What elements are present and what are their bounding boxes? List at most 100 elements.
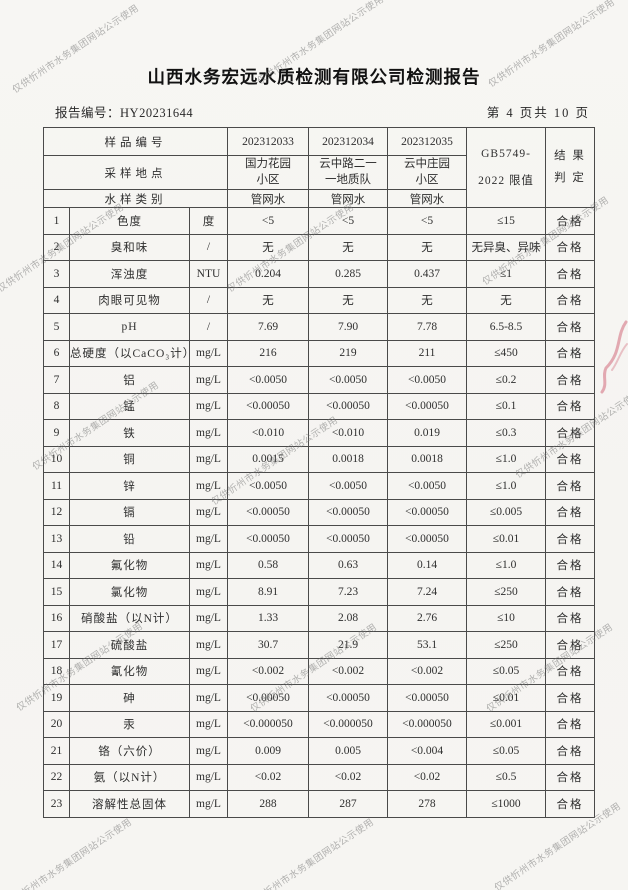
unit-cell: mg/L xyxy=(189,419,228,447)
table-row: 15 氯化物 mg/L 8.91 7.23 7.24 ≤250 合格 xyxy=(43,578,595,606)
value-cell: 30.7 xyxy=(227,631,309,659)
param-name-cell: 氨（以N计） xyxy=(69,763,190,791)
verdict-cell: 合格 xyxy=(545,260,595,288)
table-row: 19 砷 mg/L <0.00050 <0.00050 <0.00050 ≤0.… xyxy=(43,684,595,712)
value-cell: <0.000050 xyxy=(308,710,388,738)
value-cell: <0.0050 xyxy=(308,366,388,394)
table-row: 7 铝 mg/L <0.0050 <0.0050 <0.0050 ≤0.2 合格 xyxy=(43,366,595,394)
value-cell: <0.00050 xyxy=(227,392,309,420)
unit-cell: mg/L xyxy=(189,684,228,712)
value-cell: 0.63 xyxy=(308,551,388,579)
unit-cell: mg/L xyxy=(189,763,228,791)
limit-cell: ≤0.001 xyxy=(466,710,546,738)
limit-cell: ≤0.05 xyxy=(466,657,546,685)
value-cell: <0.00050 xyxy=(387,684,467,712)
limit-cell: ≤450 xyxy=(466,339,546,367)
param-name-cell: pH xyxy=(69,313,190,341)
param-name-cell: 砷 xyxy=(69,684,190,712)
report-number-value: HY20231644 xyxy=(120,106,194,120)
param-name-cell: 色度 xyxy=(69,207,190,235)
table-row: 3 浑浊度 NTU 0.204 0.285 0.437 ≤1 合格 xyxy=(43,260,595,288)
row-no-cell: 9 xyxy=(43,419,70,447)
value-cell: <0.000050 xyxy=(387,710,467,738)
unit-cell: mg/L xyxy=(189,366,228,394)
table-row: 11 锌 mg/L <0.0050 <0.0050 <0.0050 ≤1.0 合… xyxy=(43,472,595,500)
value-cell: 0.0018 xyxy=(308,445,388,473)
red-stamp-edge xyxy=(600,320,628,394)
value-cell: <5 xyxy=(308,207,388,235)
location-cell: 国力花园 小区 xyxy=(227,155,309,190)
value-cell: 0.285 xyxy=(308,260,388,288)
value-cell: <0.00050 xyxy=(387,392,467,420)
limit-cell: 6.5-8.5 xyxy=(466,313,546,341)
limit-cell: ≤1.0 xyxy=(466,472,546,500)
value-cell: 216 xyxy=(227,339,309,367)
value-cell: <0.00050 xyxy=(308,498,388,526)
value-cell: <0.00050 xyxy=(308,684,388,712)
table-row: 22 氨（以N计） mg/L <0.02 <0.02 <0.02 ≤0.5 合格 xyxy=(43,763,595,791)
value-cell: 无 xyxy=(387,233,467,261)
param-name-cell: 浑浊度 xyxy=(69,260,190,288)
row-no-cell: 11 xyxy=(43,472,70,500)
row-no-cell: 12 xyxy=(43,498,70,526)
limit-cell: ≤0.1 xyxy=(466,392,546,420)
table-row: 16 硝酸盐（以N计） mg/L 1.33 2.08 2.76 ≤10 合格 xyxy=(43,604,595,632)
param-name-cell: 硫酸盐 xyxy=(69,631,190,659)
verdict-cell: 合格 xyxy=(545,233,595,261)
unit-cell: mg/L xyxy=(189,392,228,420)
standard-limit-header-cell: GB5749- 2022 限值 xyxy=(466,127,546,208)
unit-cell: mg/L xyxy=(189,790,228,818)
limit-cell: ≤1.0 xyxy=(466,445,546,473)
value-cell: 211 xyxy=(387,339,467,367)
value-cell: 278 xyxy=(387,790,467,818)
value-cell: <0.004 xyxy=(387,737,467,765)
verdict-cell: 合格 xyxy=(545,657,595,685)
param-name-cell: 总硬度（以CaCO₃计） xyxy=(69,339,190,367)
limit-cell: ≤0.01 xyxy=(466,525,546,553)
row-no-cell: 14 xyxy=(43,551,70,579)
row-no-cell: 20 xyxy=(43,710,70,738)
verdict-cell: 合格 xyxy=(545,392,595,420)
verdict-cell: 合格 xyxy=(545,737,595,765)
unit-cell: mg/L xyxy=(189,339,228,367)
value-cell: 7.78 xyxy=(387,313,467,341)
verdict-cell: 合格 xyxy=(545,445,595,473)
watermark-text: 仅供忻州市水务集团网站公示使用 xyxy=(3,816,135,890)
unit-cell: 度 xyxy=(189,207,228,235)
row-no-cell: 23 xyxy=(43,790,70,818)
report-meta: 报告编号：HY20231644 第 4 页共 10 页 xyxy=(55,102,590,121)
verdict-cell: 合格 xyxy=(545,604,595,632)
row-no-cell: 6 xyxy=(43,339,70,367)
row-no-cell: 2 xyxy=(43,233,70,261)
value-cell: 53.1 xyxy=(387,631,467,659)
results-body: 1 色度 度 <5 <5 <5 ≤15 合格 2 臭和味 / 无 无 无 无异臭… xyxy=(43,207,595,818)
value-cell: 0.0015 xyxy=(227,445,309,473)
unit-cell: mg/L xyxy=(189,710,228,738)
value-cell: 288 xyxy=(227,790,309,818)
limit-cell: ≤0.05 xyxy=(466,737,546,765)
value-cell: <0.00050 xyxy=(227,684,309,712)
limit-cell: ≤0.3 xyxy=(466,419,546,447)
table-row: 2 臭和味 / 无 无 无 无异臭、异味 合格 xyxy=(43,233,595,261)
unit-cell: mg/L xyxy=(189,578,228,606)
result-verdict-header-cell: 结 果 判 定 xyxy=(545,127,595,208)
limit-cell: ≤0.2 xyxy=(466,366,546,394)
row-no-cell: 21 xyxy=(43,737,70,765)
verdict-cell: 合格 xyxy=(545,366,595,394)
unit-cell: mg/L xyxy=(189,498,228,526)
value-cell: 无 xyxy=(308,286,388,314)
param-name-cell: 汞 xyxy=(69,710,190,738)
value-cell: 无 xyxy=(387,286,467,314)
value-cell: <0.00050 xyxy=(308,525,388,553)
report-number: 报告编号：HY20231644 xyxy=(55,102,193,121)
report-number-label: 报告编号： xyxy=(55,106,121,120)
row-no-cell: 22 xyxy=(43,763,70,791)
verdict-cell: 合格 xyxy=(545,790,595,818)
row-no-cell: 10 xyxy=(43,445,70,473)
param-name-cell: 肉眼可见物 xyxy=(69,286,190,314)
sample-no-label-cell: 样品编号 xyxy=(43,127,228,156)
table-row: 6 总硬度（以CaCO₃计） mg/L 216 219 211 ≤450 合格 xyxy=(43,339,595,367)
table-row: 21 铬（六价） mg/L 0.009 0.005 <0.004 ≤0.05 合… xyxy=(43,737,595,765)
value-cell: 0.14 xyxy=(387,551,467,579)
